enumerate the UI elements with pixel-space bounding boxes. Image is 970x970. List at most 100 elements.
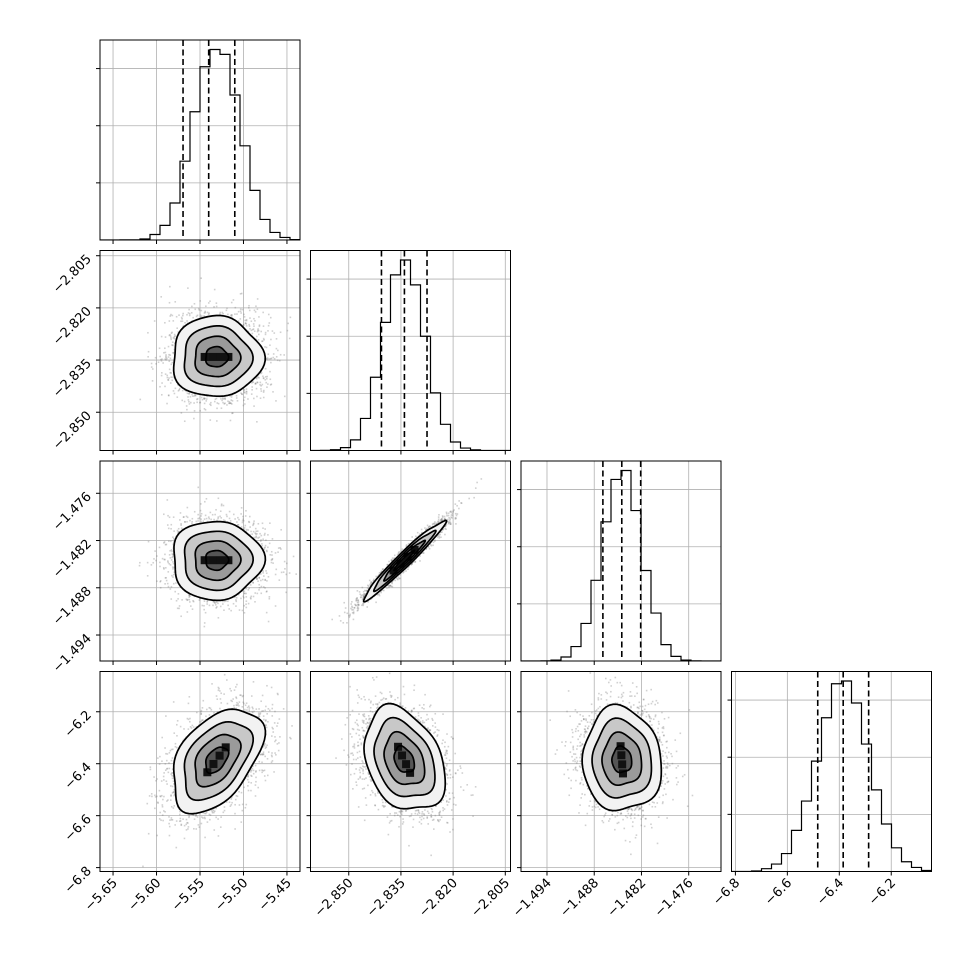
sample-point xyxy=(243,611,246,614)
sample-point xyxy=(253,397,255,400)
sample-point xyxy=(230,399,233,401)
sample-point xyxy=(228,510,231,513)
sample-point xyxy=(186,322,189,324)
sample-point xyxy=(245,587,247,590)
panel-frame xyxy=(310,250,511,451)
sample-point xyxy=(269,378,272,381)
sample-point xyxy=(256,381,259,384)
sample-point xyxy=(237,310,240,313)
sample-point xyxy=(206,603,208,605)
sample-point xyxy=(208,312,210,314)
sample-point xyxy=(228,608,231,610)
sample-point xyxy=(167,345,170,348)
sample-point xyxy=(180,524,182,526)
sample-point xyxy=(265,570,267,572)
sample-point xyxy=(261,544,264,547)
sample-point xyxy=(270,550,273,553)
sample-point xyxy=(284,568,286,570)
sample-point xyxy=(254,536,256,539)
sample-point xyxy=(229,395,231,397)
sample-point xyxy=(185,515,188,518)
tick-label-y: −2.850 xyxy=(50,408,95,453)
sample-point xyxy=(164,558,166,561)
sample-point xyxy=(177,389,180,392)
sample-point xyxy=(229,419,232,422)
sample-point xyxy=(270,561,273,564)
sample-point xyxy=(266,375,268,378)
sample-point xyxy=(212,600,215,603)
sample-point xyxy=(147,331,149,334)
sample-point xyxy=(178,605,181,607)
sample-point xyxy=(264,376,267,378)
sample-point xyxy=(270,338,272,341)
sample-point xyxy=(189,519,191,522)
sample-point xyxy=(186,520,188,523)
sample-point xyxy=(168,368,171,371)
sample-point xyxy=(271,558,274,561)
sample-point xyxy=(172,337,175,339)
sample-point xyxy=(245,390,248,393)
sample-point xyxy=(169,371,172,374)
sample-point xyxy=(207,516,210,518)
sample-point xyxy=(165,579,168,582)
sample-point xyxy=(166,499,169,501)
sample-point xyxy=(169,333,171,336)
sample-point xyxy=(264,587,266,589)
sample-point xyxy=(212,600,215,603)
sample-point xyxy=(164,583,166,585)
sample-point xyxy=(200,277,202,280)
sample-point xyxy=(169,354,172,356)
sample-point xyxy=(254,532,257,534)
sample-point xyxy=(266,358,269,361)
sample-point xyxy=(241,519,244,522)
sample-point xyxy=(188,312,191,315)
sample-point xyxy=(181,399,184,402)
sample-point xyxy=(231,400,234,402)
sample-point xyxy=(277,547,280,549)
sample-point xyxy=(271,554,273,556)
sample-point xyxy=(215,397,218,400)
sample-point xyxy=(247,602,250,605)
sample-point xyxy=(256,308,259,311)
sample-point xyxy=(151,368,154,370)
sample-point xyxy=(270,357,273,360)
sample-point xyxy=(172,376,174,379)
sample-point xyxy=(192,395,194,398)
sample-point xyxy=(257,580,259,582)
sample-point xyxy=(250,320,253,323)
sample-point xyxy=(174,301,177,303)
sample-point xyxy=(242,518,244,521)
sample-point xyxy=(176,383,179,386)
sample-point xyxy=(268,597,271,600)
sample-point xyxy=(180,316,183,319)
sample-point xyxy=(150,362,153,365)
sample-point xyxy=(241,393,243,395)
sample-point xyxy=(237,524,239,526)
sample-point xyxy=(168,360,171,363)
sample-point xyxy=(262,377,265,380)
sample-point xyxy=(172,573,175,576)
sample-point xyxy=(177,593,180,595)
sample-point xyxy=(170,372,173,374)
sample-point xyxy=(184,321,186,324)
sample-point xyxy=(252,522,255,524)
sample-point xyxy=(264,532,266,535)
sample-point xyxy=(170,337,172,339)
sample-point xyxy=(262,325,265,327)
sample-point xyxy=(165,359,167,361)
sample-point xyxy=(251,381,253,384)
sample-point xyxy=(166,402,168,405)
sample-point xyxy=(201,315,203,317)
sample-point xyxy=(275,355,278,358)
sample-point xyxy=(153,558,155,560)
sample-point xyxy=(262,375,264,378)
sample-point xyxy=(279,331,282,334)
sample-point xyxy=(176,396,179,398)
sample-point xyxy=(187,396,189,398)
sample-point xyxy=(187,399,190,401)
sample-point xyxy=(228,402,231,405)
sample-point xyxy=(201,604,204,607)
sample-point xyxy=(270,361,272,364)
sample-point xyxy=(203,625,206,628)
sample-point xyxy=(162,513,165,516)
